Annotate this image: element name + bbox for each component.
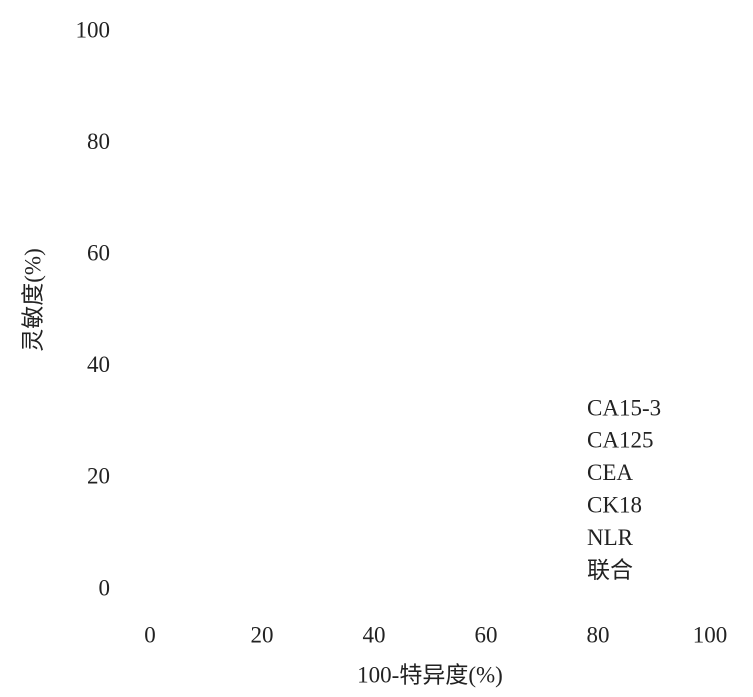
y-tick-label: 80 <box>87 129 110 154</box>
x-tick-label: 80 <box>587 622 610 647</box>
x-tick-label: 60 <box>475 622 498 647</box>
x-tick-label: 0 <box>144 622 156 647</box>
x-axis-label: 100-特异度(%) <box>357 662 503 687</box>
legend-label: CA125 <box>587 428 653 453</box>
y-tick-label: 60 <box>87 240 110 265</box>
x-tick-label: 100 <box>693 622 728 647</box>
legend-label: 联合 <box>587 557 633 582</box>
y-tick-label: 20 <box>87 464 110 489</box>
legend-label: CK18 <box>587 492 642 517</box>
legend-label: CEA <box>587 460 633 485</box>
x-tick-label: 40 <box>363 622 386 647</box>
x-tick-label: 20 <box>251 622 274 647</box>
y-tick-label: 40 <box>87 352 110 377</box>
legend-label: CA15-3 <box>587 395 661 420</box>
y-tick-label: 0 <box>99 575 111 600</box>
legend-label: NLR <box>587 525 634 550</box>
y-tick-label: 100 <box>76 17 111 42</box>
y-axis-label: 灵敏度(%) <box>20 248 45 351</box>
